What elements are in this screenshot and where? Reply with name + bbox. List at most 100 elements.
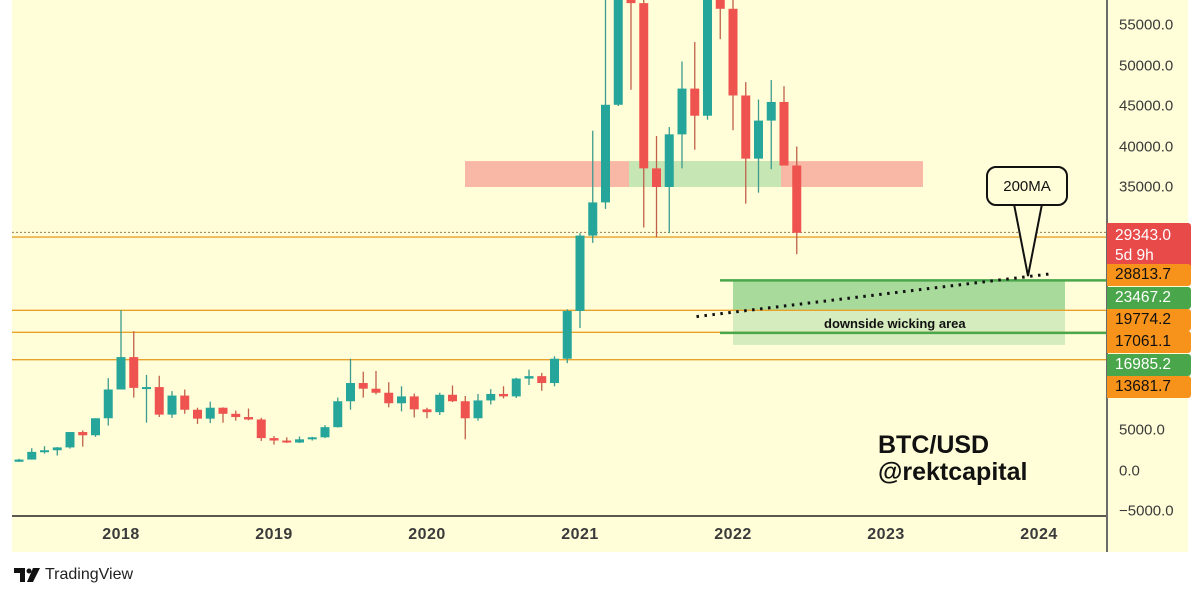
time-tick-label: 2018	[102, 526, 140, 543]
candle-body[interactable]	[562, 310, 572, 359]
candle-body[interactable]	[766, 101, 776, 121]
candle-body[interactable]	[358, 383, 368, 389]
level-badge-19774: 19774.2	[1107, 309, 1191, 331]
tradingview-branding[interactable]: TradingView	[14, 566, 133, 584]
ma200-callout-pointer	[1013, 203, 1043, 277]
price-tick-label: −5000.0	[1119, 502, 1174, 520]
candle-body[interactable]	[193, 409, 202, 419]
candle-body[interactable]	[116, 357, 126, 390]
candle-body[interactable]	[129, 357, 139, 388]
time-tick-label: 2021	[561, 526, 599, 543]
time-tick-label: 2019	[255, 526, 293, 543]
candle-body[interactable]	[715, 0, 725, 9]
candle-body[interactable]	[639, 3, 649, 169]
candle-body[interactable]	[626, 0, 636, 4]
candle-body[interactable]	[231, 413, 241, 418]
time-tick-label: 2023	[867, 526, 905, 543]
candle-body[interactable]	[435, 394, 445, 413]
zone-top-badge-23467: 23467.2	[1107, 287, 1191, 309]
candle-body[interactable]	[320, 427, 330, 438]
wicking-zone-upper	[733, 280, 1065, 311]
candle-body[interactable]	[690, 88, 700, 116]
candle-body[interactable]	[779, 101, 789, 166]
candle-body[interactable]	[422, 409, 432, 413]
candle-body[interactable]	[180, 395, 190, 410]
time-tick-label: 2020	[408, 526, 446, 543]
zone-bottom-badge-16985: 16985.2	[1107, 354, 1191, 376]
level-badge-17061: 17061.1	[1107, 331, 1191, 353]
tradingview-logo-icon	[14, 568, 40, 582]
candle-body[interactable]	[78, 432, 88, 436]
candlestick-plot[interactable]	[12, 0, 1106, 552]
candle-body[interactable]	[384, 392, 394, 404]
price-tick-label: 50000.0	[1119, 57, 1174, 74]
candle-body[interactable]	[371, 388, 381, 393]
candle-body[interactable]	[103, 389, 113, 419]
price-tick-label: 5000.0	[1119, 421, 1165, 439]
candle-body[interactable]	[741, 95, 751, 159]
price-tick-label: 55000.0	[1119, 16, 1174, 34]
candle-body[interactable]	[524, 376, 534, 379]
time-tick-label: 2022	[714, 526, 752, 543]
candle-body[interactable]	[91, 418, 100, 436]
tradingview-logo-text: TradingView	[45, 566, 134, 583]
candle-body[interactable]	[167, 395, 177, 415]
candle-body[interactable]	[27, 451, 37, 460]
candle-body[interactable]	[142, 387, 151, 390]
candle-body[interactable]	[409, 396, 419, 410]
candle-body[interactable]	[269, 438, 279, 441]
chart-frame[interactable]: 55000.0 50000.0 45000.0 40000.0 35000.0 5000.…	[12, 0, 1191, 552]
candle-body[interactable]	[205, 407, 215, 419]
candle-body[interactable]	[256, 419, 266, 439]
current-price-value: 29343.0	[1115, 227, 1172, 244]
candle-body[interactable]	[652, 168, 661, 187]
candle-body[interactable]	[448, 394, 457, 402]
watermark-pair: BTC/USD	[878, 431, 990, 459]
candle-body[interactable]	[550, 358, 559, 384]
candle-body[interactable]	[307, 437, 317, 440]
candle-body[interactable]	[218, 407, 228, 414]
candle-body[interactable]	[14, 459, 24, 462]
candle-body[interactable]	[52, 447, 62, 451]
ma200-callout-text: 200MA	[1003, 177, 1051, 195]
ma200-callout: 200MA	[986, 166, 1068, 206]
price-tick-label: 0.0	[1119, 462, 1140, 479]
candle-body[interactable]	[537, 376, 547, 384]
price-tick-label: 35000.0	[1119, 178, 1174, 196]
candle-body[interactable]	[664, 134, 674, 187]
downside-wicking-area-label: downside wicking area	[824, 316, 966, 331]
candle-body[interactable]	[40, 450, 49, 453]
level-badge-28813: 28813.7	[1107, 264, 1191, 286]
candle-body[interactable]	[499, 393, 508, 397]
candle-countdown: 5d 9h	[1115, 247, 1154, 264]
candle-body[interactable]	[460, 401, 470, 419]
candle-body[interactable]	[244, 417, 253, 420]
candle-body[interactable]	[792, 165, 802, 233]
candle-body[interactable]	[154, 387, 164, 415]
candle-body[interactable]	[282, 440, 292, 443]
time-tick-label: 2024	[1020, 526, 1058, 543]
ma200-dotted-line	[696, 272, 1053, 319]
candle-body[interactable]	[703, 0, 712, 116]
candle-body[interactable]	[728, 8, 738, 96]
candle-body[interactable]	[677, 88, 687, 135]
candle-body[interactable]	[575, 235, 585, 311]
wicking-zone-lower	[733, 310, 1065, 345]
watermark-handle: @rektcapital	[878, 458, 1028, 486]
price-tick-label: 45000.0	[1119, 97, 1174, 115]
candle-body[interactable]	[613, 0, 623, 105]
candle-body[interactable]	[486, 393, 496, 401]
candle-body[interactable]	[473, 400, 483, 419]
candle-body[interactable]	[601, 104, 610, 203]
candle-body[interactable]	[397, 396, 406, 404]
candle-body[interactable]	[333, 401, 343, 428]
current-price-badge: 29343.0 5d 9h	[1107, 223, 1191, 269]
candle-body[interactable]	[346, 383, 355, 402]
level-badge-13681: 13681.7	[1107, 376, 1191, 398]
candle-body[interactable]	[295, 439, 304, 443]
candle-body[interactable]	[65, 432, 75, 448]
candle-body[interactable]	[754, 120, 763, 159]
candle-body[interactable]	[588, 202, 598, 236]
candle-body[interactable]	[511, 378, 521, 397]
chart-watermark: BTC/USD @rektcapital	[878, 432, 1027, 486]
